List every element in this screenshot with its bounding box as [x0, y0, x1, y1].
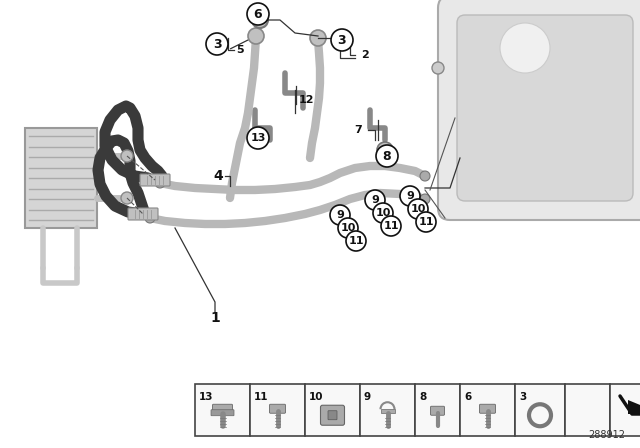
Text: 9: 9	[336, 210, 344, 220]
Circle shape	[330, 205, 350, 225]
Text: 10: 10	[340, 223, 356, 233]
FancyBboxPatch shape	[479, 404, 495, 413]
Bar	[250, 384, 305, 436]
Circle shape	[376, 145, 398, 167]
Circle shape	[373, 203, 393, 223]
Circle shape	[365, 190, 385, 210]
Circle shape	[432, 62, 444, 74]
Circle shape	[500, 23, 550, 73]
Text: 6: 6	[253, 8, 262, 21]
Bar	[381, 409, 394, 413]
Text: 11: 11	[348, 236, 364, 246]
Text: 12: 12	[298, 95, 314, 105]
Circle shape	[206, 33, 228, 55]
Text: 8: 8	[383, 150, 391, 163]
Circle shape	[346, 231, 366, 251]
Circle shape	[377, 142, 393, 158]
FancyBboxPatch shape	[457, 15, 633, 201]
Circle shape	[416, 212, 436, 232]
Text: 6: 6	[464, 392, 471, 402]
Text: 9: 9	[406, 191, 414, 201]
Text: 4: 4	[213, 169, 223, 183]
Text: 13: 13	[250, 133, 266, 143]
Circle shape	[338, 218, 358, 238]
Circle shape	[400, 186, 420, 206]
Bar	[415, 384, 460, 436]
Bar	[460, 384, 515, 436]
Circle shape	[247, 3, 269, 25]
Text: 13: 13	[199, 392, 214, 402]
Text: 10: 10	[375, 208, 390, 218]
Text: 7: 7	[354, 125, 362, 135]
Circle shape	[420, 171, 430, 181]
Text: 1: 1	[210, 311, 220, 325]
Text: 3: 3	[212, 38, 221, 51]
Circle shape	[155, 178, 165, 188]
Circle shape	[121, 192, 133, 204]
Text: 9: 9	[371, 195, 379, 205]
FancyBboxPatch shape	[431, 406, 445, 415]
Text: 288912: 288912	[588, 430, 625, 440]
Bar	[610, 384, 640, 436]
FancyBboxPatch shape	[438, 0, 640, 220]
FancyBboxPatch shape	[212, 404, 232, 413]
FancyBboxPatch shape	[140, 174, 170, 186]
Circle shape	[248, 28, 264, 44]
Bar	[360, 384, 415, 436]
Text: 11: 11	[254, 392, 269, 402]
Circle shape	[252, 12, 268, 28]
Polygon shape	[628, 400, 640, 414]
Text: 11: 11	[419, 217, 434, 227]
FancyBboxPatch shape	[269, 404, 285, 413]
Circle shape	[408, 199, 428, 219]
Circle shape	[145, 213, 155, 223]
Text: 11: 11	[383, 221, 399, 231]
FancyBboxPatch shape	[328, 411, 337, 420]
Circle shape	[420, 194, 430, 204]
Circle shape	[310, 30, 326, 46]
Circle shape	[381, 216, 401, 236]
Text: 10: 10	[410, 204, 426, 214]
Circle shape	[121, 150, 133, 162]
Bar	[515, 384, 565, 436]
Text: 8: 8	[419, 392, 426, 402]
Circle shape	[331, 29, 353, 51]
FancyBboxPatch shape	[128, 208, 158, 220]
Text: 9: 9	[364, 392, 371, 402]
FancyBboxPatch shape	[321, 405, 344, 425]
Bar	[305, 384, 360, 436]
Bar	[25, 128, 97, 228]
Circle shape	[247, 127, 269, 149]
FancyBboxPatch shape	[211, 410, 234, 416]
Bar	[195, 384, 250, 436]
Text: 5: 5	[236, 45, 244, 55]
Bar	[565, 384, 610, 436]
Text: 3: 3	[338, 34, 346, 47]
Text: 10: 10	[309, 392, 323, 402]
Text: 3: 3	[519, 392, 526, 402]
Text: 2: 2	[361, 50, 369, 60]
